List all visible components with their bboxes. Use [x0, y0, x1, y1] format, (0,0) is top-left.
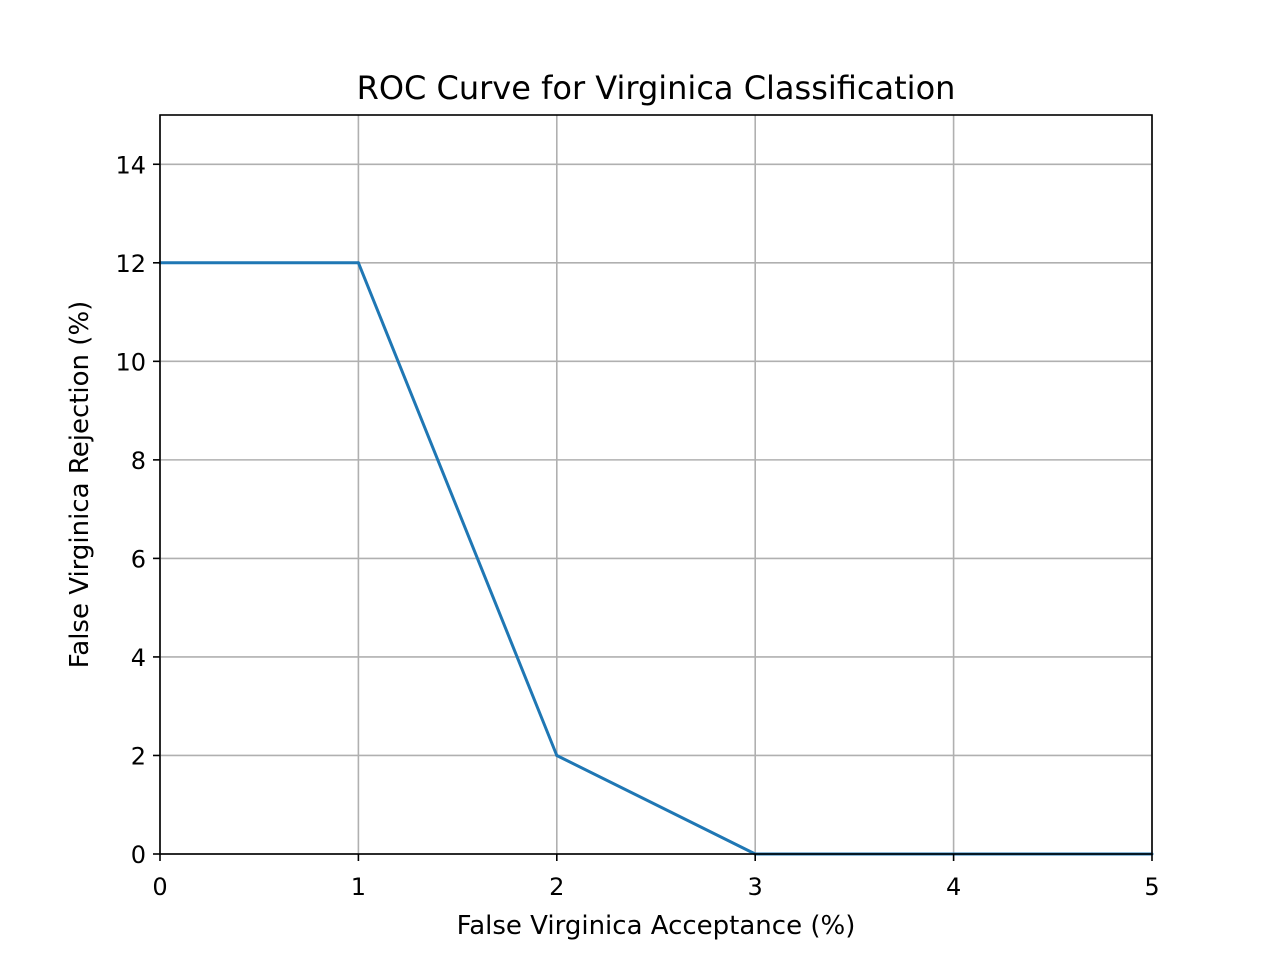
x-tick-label: 2: [549, 873, 564, 901]
x-tick-label: 0: [152, 873, 167, 901]
data-point: [356, 261, 360, 265]
chart-title: ROC Curve for Virginica Classification: [357, 69, 956, 107]
x-tick-label: 3: [748, 873, 763, 901]
grid: [159, 115, 1153, 855]
y-tick-label: 12: [115, 250, 146, 278]
x-tick-label: 5: [1144, 873, 1159, 901]
y-tick-label: 6: [131, 545, 146, 573]
y-tick-label: 0: [131, 841, 146, 869]
y-tick-label: 8: [131, 447, 146, 475]
y-tick-label: 4: [131, 644, 146, 672]
y-tick-label: 2: [131, 742, 146, 770]
x-axis-label: False Virginica Acceptance (%): [457, 911, 856, 941]
data-point: [555, 753, 559, 757]
y-tick-label: 14: [115, 151, 146, 179]
x-tick-label: 4: [946, 873, 961, 901]
y-axis-ticks: 0 2 4 6 8 10 12 14: [115, 151, 160, 869]
plot-frame: [159, 114, 1153, 855]
y-axis-label: False Virginica Rejection (%): [65, 301, 95, 669]
y-tick-label: 10: [115, 348, 146, 376]
plot-area: [160, 115, 1152, 854]
x-axis-ticks: 0 1 2 3 4 5: [152, 854, 1160, 901]
x-tick-label: 1: [351, 873, 366, 901]
